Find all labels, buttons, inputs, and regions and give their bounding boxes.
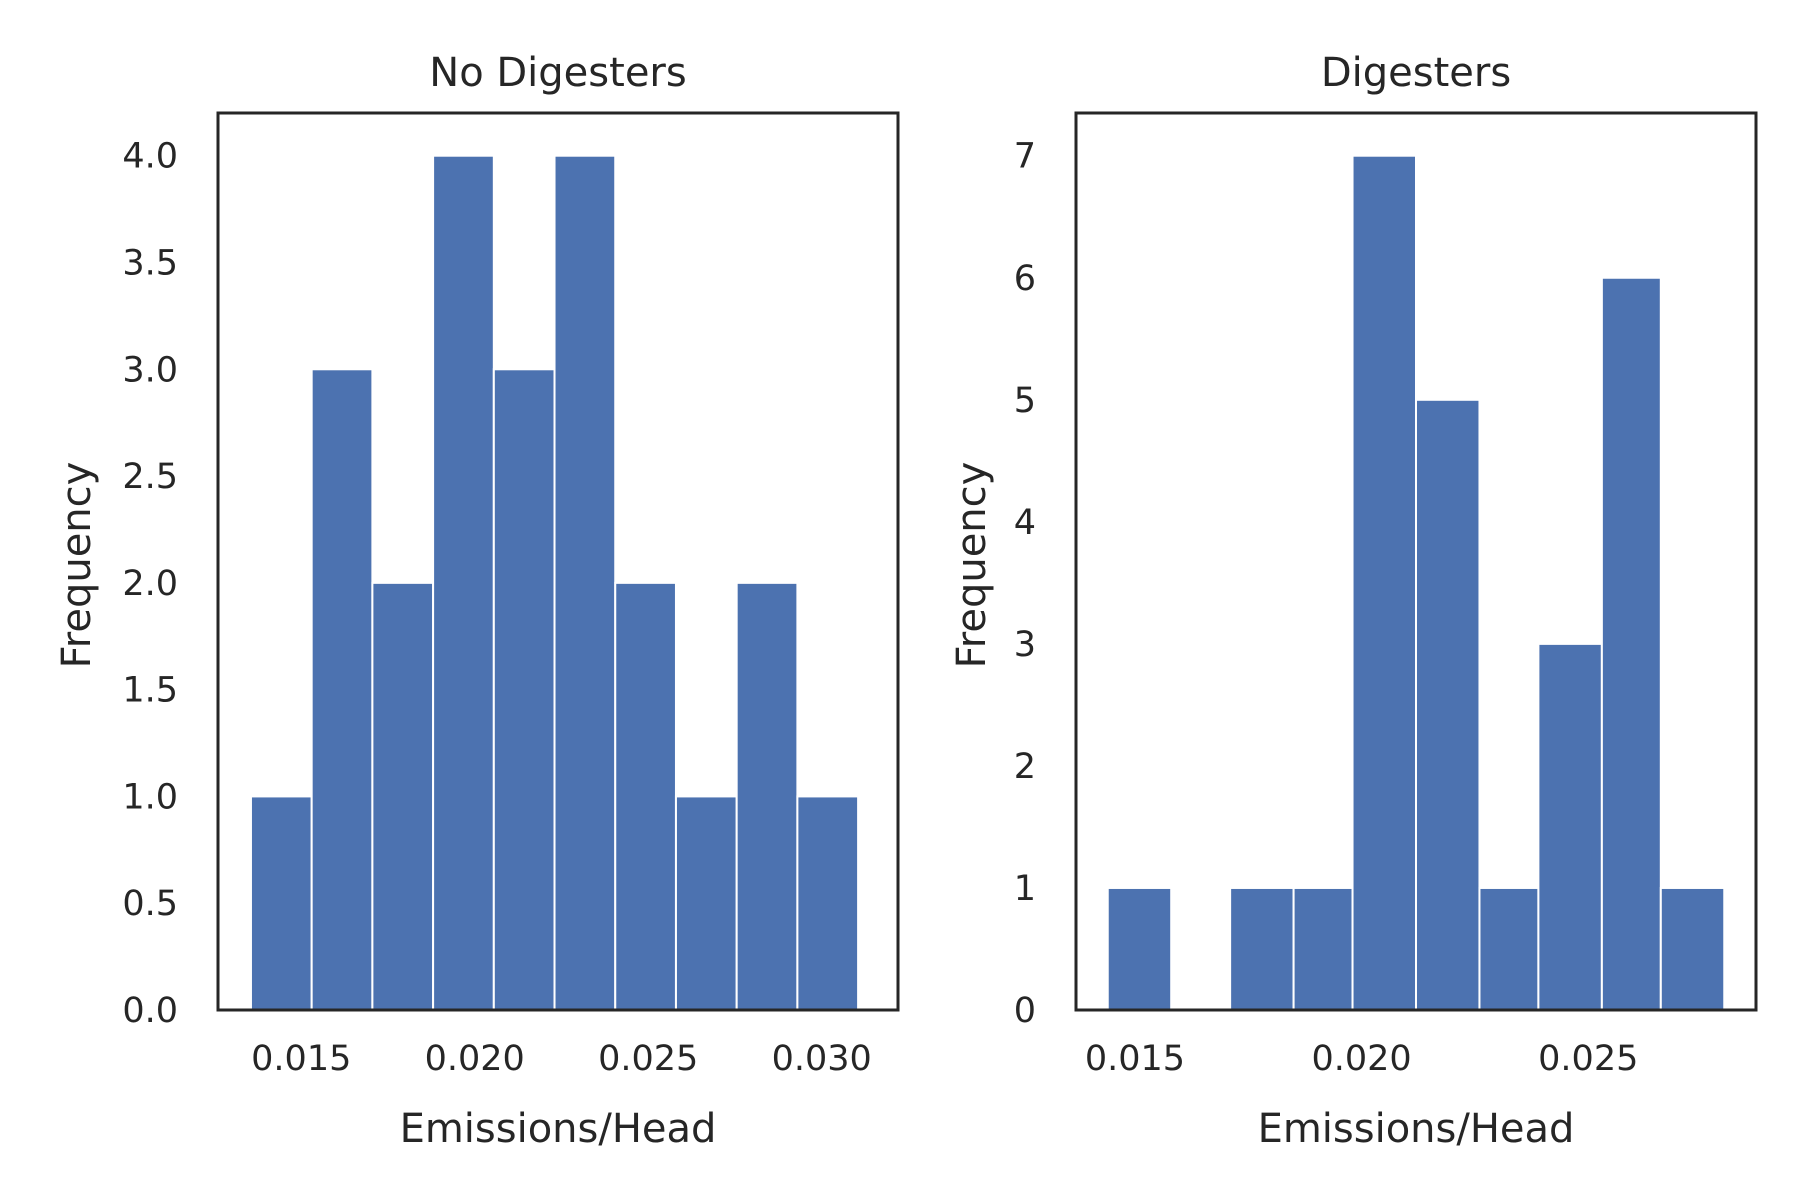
panel-title: Digesters	[1321, 50, 1511, 96]
histogram-bar	[1292, 886, 1354, 1011]
histogram-bar	[1106, 886, 1173, 1011]
x-tick-label: 0.025	[598, 1039, 698, 1079]
y-tick-labels: 0 1 2 3 4 5 6 7	[1014, 137, 1036, 1031]
x-tick-label: 0.015	[251, 1039, 351, 1079]
histogram-bar	[553, 154, 617, 1011]
x-tick-label: 0.015	[1085, 1039, 1185, 1079]
y-tick-label: 3	[1014, 625, 1036, 665]
histogram-bar	[735, 581, 799, 1011]
y-tick-label: 1	[1014, 869, 1036, 909]
histogram-bar	[492, 368, 556, 1011]
y-tick-label: 2.0	[122, 564, 178, 604]
histogram-bar	[1351, 154, 1417, 1011]
y-tick-label: 0	[1014, 991, 1036, 1031]
y-tick-label: 2.5	[122, 457, 178, 497]
histogram-bar	[1537, 642, 1603, 1011]
histogram-bar	[371, 581, 435, 1011]
x-tick-label: 0.020	[425, 1039, 525, 1079]
histogram-bar	[1659, 886, 1726, 1011]
y-tick-label: 3.5	[122, 244, 178, 284]
x-axis-label: Emissions/Head	[1258, 1106, 1575, 1152]
panel-no-digesters: No Digesters 0.0 0.5 1.0 1.5 2.0 2.5 3.0 3.5 4.0…	[54, 50, 900, 1152]
y-axis-label: Frequency	[54, 462, 100, 669]
y-tick-label: 1.5	[122, 671, 178, 711]
y-tick-label: 5	[1014, 381, 1036, 421]
y-tick-label: 4	[1014, 503, 1036, 543]
histogram-bar	[796, 795, 860, 1012]
y-tick-labels: 0.0 0.5 1.0 1.5 2.0 2.5 3.0 3.5 4.0	[122, 137, 178, 1031]
x-axis-label: Emissions/Head	[400, 1106, 717, 1152]
x-tick-labels: 0.015 0.020 0.025 0.030	[251, 1039, 872, 1079]
y-tick-label: 6	[1014, 259, 1036, 299]
bars-group	[249, 154, 860, 1012]
panel-title: No Digesters	[429, 50, 686, 96]
plot-frame	[1074, 111, 1758, 1012]
y-tick-label: 7	[1014, 137, 1036, 177]
y-tick-label: 0.0	[122, 991, 178, 1031]
y-tick-label: 2	[1014, 747, 1036, 787]
histogram-bar	[310, 368, 374, 1011]
x-tick-label: 0.020	[1311, 1039, 1411, 1079]
histogram-bar	[1478, 886, 1540, 1011]
histogram-bar	[1415, 398, 1481, 1012]
histogram-bar	[674, 795, 738, 1012]
histogram-bar	[1229, 886, 1295, 1011]
y-tick-label: 1.0	[122, 777, 178, 817]
x-tick-label: 0.025	[1538, 1039, 1638, 1079]
histogram-bar	[614, 581, 677, 1011]
y-axis-label: Frequency	[949, 462, 995, 669]
y-tick-label: 4.0	[122, 137, 178, 177]
histogram-bar	[1600, 276, 1662, 1011]
x-tick-labels: 0.015 0.020 0.025	[1085, 1039, 1639, 1079]
y-tick-label: 3.0	[122, 350, 178, 390]
panel-digesters: Digesters 0 1 2 3 4 5 6 7 0.015 0.020 0.025 Emiss…	[949, 50, 1758, 1152]
histogram-bar	[432, 154, 495, 1011]
x-tick-label: 0.030	[772, 1039, 872, 1079]
y-tick-label: 0.5	[122, 884, 178, 924]
plot-frame	[216, 111, 900, 1012]
histogram-bar	[249, 795, 313, 1012]
bars-group	[1106, 154, 1726, 1012]
